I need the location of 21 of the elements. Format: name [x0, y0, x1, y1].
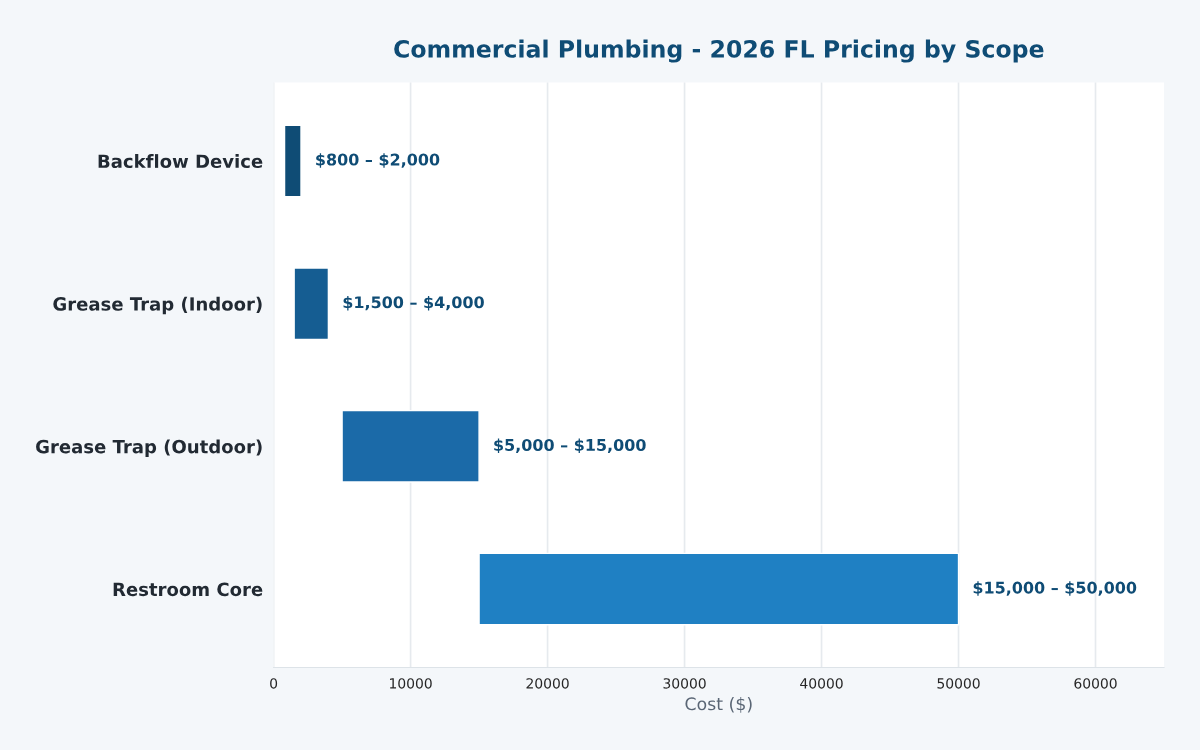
x-tick-label: 0 — [270, 678, 278, 689]
x-axis-title: Cost ($) — [685, 696, 752, 713]
y-tick-label: Restroom Core — [113, 582, 263, 597]
annotation: $5,000 – $15,000 — [494, 438, 646, 454]
chart-title: Commercial Plumbing - 2026 FL Pricing by Scope — [394, 39, 1044, 63]
x-tick-label: 40000 — [800, 678, 843, 689]
bar — [341, 409, 480, 483]
x-tick-label: 20000 — [526, 678, 569, 689]
x-tick-label: 60000 — [1074, 678, 1117, 689]
annotation: $15,000 – $50,000 — [973, 581, 1137, 596]
x-tick-label: 10000 — [390, 678, 432, 689]
bar — [283, 124, 302, 198]
y-tick-label: Backflow Device — [98, 154, 263, 169]
y-tick-label: Grease Trap (Indoor) — [53, 296, 262, 315]
bar — [293, 267, 330, 341]
annotation: $1,500 – $4,000 — [343, 295, 484, 311]
x-tick-label: 50000 — [937, 678, 980, 689]
x-tick-label: 30000 — [663, 678, 706, 689]
bar — [478, 552, 960, 626]
annotation: $800 – $2,000 — [316, 153, 440, 168]
y-tick-label: Grease Trap (Outdoor) — [36, 439, 262, 457]
